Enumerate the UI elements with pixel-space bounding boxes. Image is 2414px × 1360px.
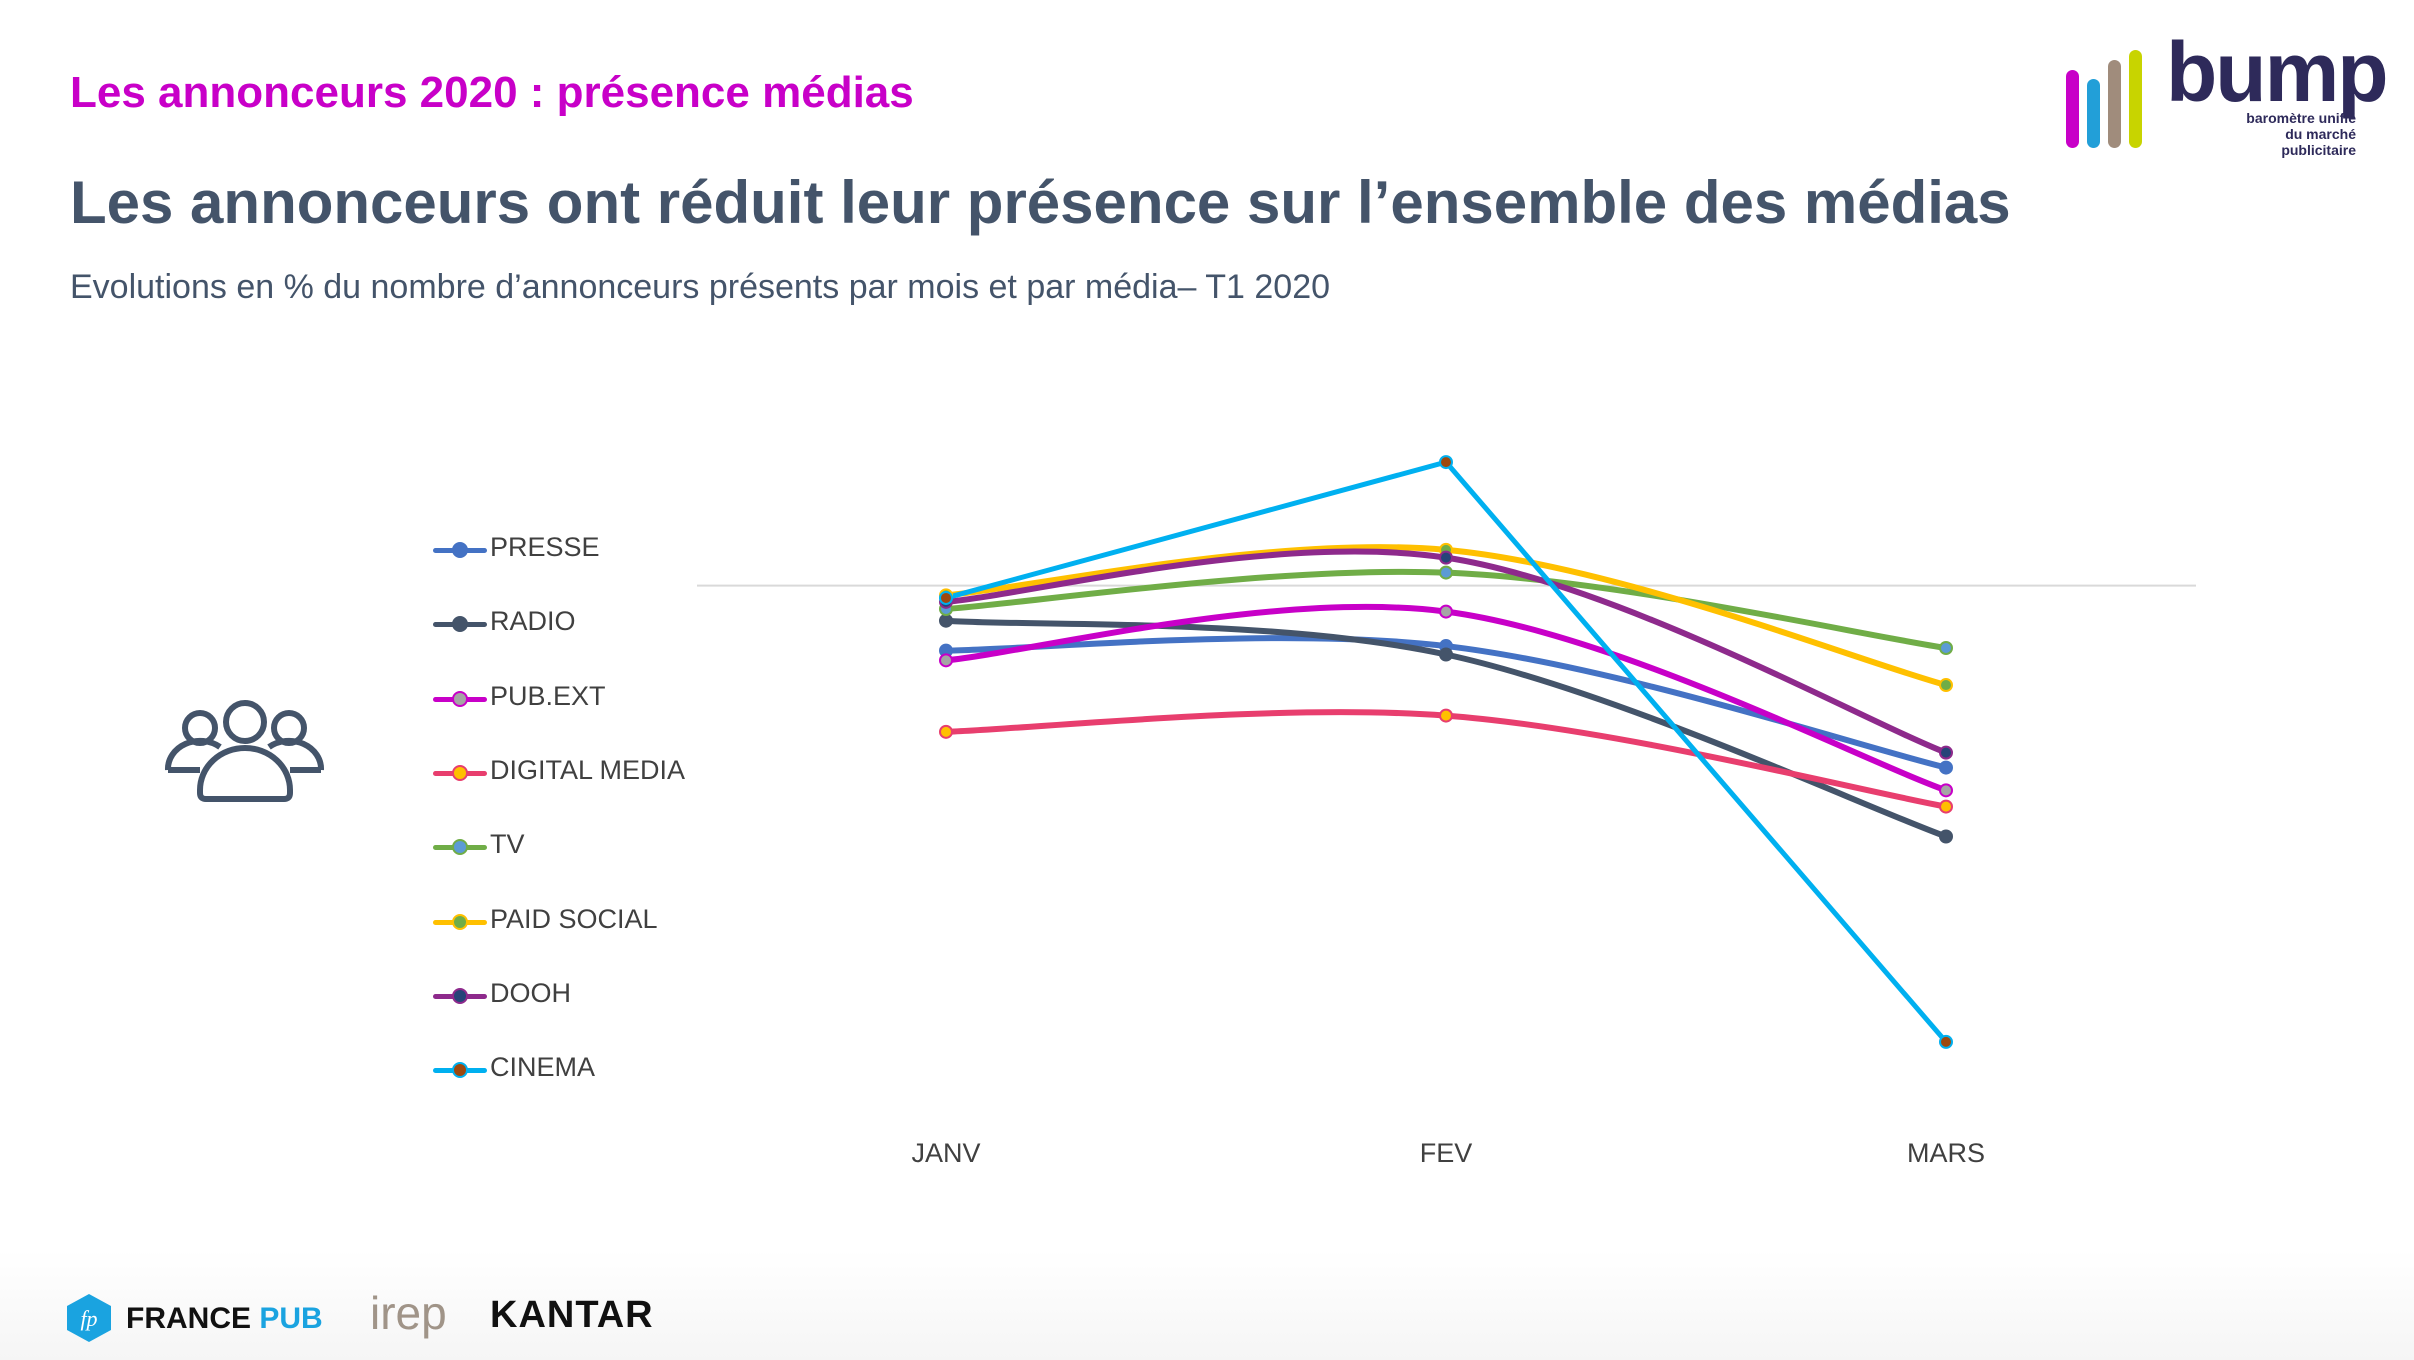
france-pub-word-1: FRANCE xyxy=(126,1302,260,1335)
legend-item-paid-social: PAID SOCIAL xyxy=(430,902,730,942)
data-point-radio xyxy=(1439,647,1453,662)
logo-bar xyxy=(2129,50,2142,148)
legend-item-digital-media: DIGITAL MEDIA xyxy=(430,753,730,793)
legend-marker-swatch xyxy=(452,987,468,1004)
france-pub-logo: FRANCE PUB xyxy=(126,1302,323,1336)
footer: fp FRANCE PUB irep KANTAR xyxy=(0,1250,2414,1360)
data-point-pub-ext xyxy=(939,653,953,668)
legend-item-tv: TV xyxy=(430,827,730,867)
logo-wordmark: bump xyxy=(2166,25,2389,119)
legend-item-cinema: CINEMA xyxy=(430,1050,730,1090)
logo-bar xyxy=(2066,70,2079,148)
logo-bar xyxy=(2087,79,2100,148)
data-point-presse xyxy=(1939,760,1953,775)
legend-marker-swatch xyxy=(452,764,468,781)
data-point-dooh xyxy=(1939,745,1953,760)
legend-marker-swatch xyxy=(452,839,468,856)
kantar-logo: KANTAR xyxy=(490,1294,654,1336)
people-group-icon xyxy=(160,695,330,810)
logo-tagline-1: baromètre unifié xyxy=(2246,110,2356,126)
legend-marker-swatch xyxy=(452,690,468,707)
legend-marker-swatch xyxy=(452,1062,468,1079)
logo-tagline-2: du marché publicitaire xyxy=(2281,126,2356,158)
section-kicker: Les annonceurs 2020 : présence médias xyxy=(70,68,914,117)
logo-bar xyxy=(2108,60,2121,148)
legend-label: CINEMA xyxy=(490,1052,596,1083)
data-point-cinema xyxy=(1939,1034,1953,1049)
x-tick-label: FEV xyxy=(1420,1138,1473,1168)
data-point-cinema xyxy=(1439,455,1453,470)
legend-item-dooh: DOOH xyxy=(430,976,730,1016)
legend-label: RADIO xyxy=(490,606,576,637)
france-pub-word-2: PUB xyxy=(259,1302,323,1335)
data-point-pub-ext xyxy=(1439,604,1453,619)
data-point-dooh xyxy=(1439,550,1453,565)
data-point-digital-media xyxy=(939,724,953,739)
logo-tagline: baromètre unifié du marché publicitaire xyxy=(2216,110,2356,158)
data-point-paid-social xyxy=(1939,678,1953,693)
data-point-radio xyxy=(1939,829,1953,844)
legend-item-radio: RADIO xyxy=(430,604,730,644)
data-point-cinema xyxy=(939,590,953,605)
legend-marker-swatch xyxy=(452,616,468,633)
data-point-tv xyxy=(1939,641,1953,655)
legend-label: TV xyxy=(490,829,525,860)
data-point-tv xyxy=(1439,565,1453,580)
legend-marker-swatch xyxy=(452,542,468,558)
legend-item-pub-ext: PUB.EXT xyxy=(430,679,730,719)
legend-label: DOOH xyxy=(490,977,571,1008)
x-tick-label: MARS xyxy=(1907,1138,1985,1168)
line-chart: JANV FEV MARS xyxy=(697,455,2196,1168)
legend-label: PUB.EXT xyxy=(490,680,606,711)
legend-marker-swatch xyxy=(452,913,468,930)
legend-label: DIGITAL MEDIA xyxy=(490,754,686,785)
data-point-digital-media xyxy=(1439,708,1453,723)
data-point-digital-media xyxy=(1939,799,1953,814)
legend-item-presse: PRESSE xyxy=(430,530,730,570)
page-subtitle: Evolutions en % du nombre d’annonceurs p… xyxy=(70,268,1331,306)
irep-logo: irep xyxy=(370,1287,447,1339)
france-pub-logo-icon: fp xyxy=(67,1294,111,1342)
x-tick-label: JANV xyxy=(911,1138,980,1168)
legend-label: PAID SOCIAL xyxy=(490,903,658,934)
page-title: Les annonceurs ont réduit leur présence … xyxy=(70,169,2011,236)
data-point-pub-ext xyxy=(1939,783,1953,798)
bump-logo: bump baromètre unifié du marché publicit… xyxy=(2066,25,2396,158)
data-point-radio xyxy=(939,613,953,628)
legend-label: PRESSE xyxy=(490,532,600,562)
svg-text:fp: fp xyxy=(80,1306,97,1331)
